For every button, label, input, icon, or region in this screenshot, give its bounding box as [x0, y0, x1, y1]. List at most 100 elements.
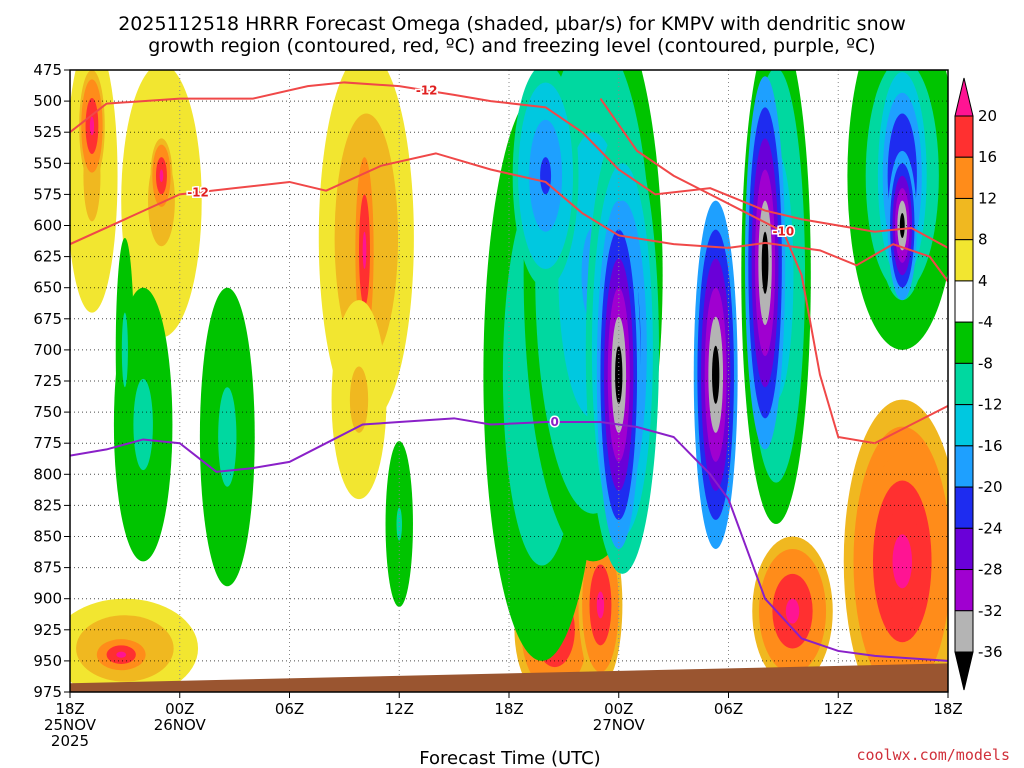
- y-tick-label: 875: [33, 559, 62, 577]
- y-tick-label: 550: [33, 154, 62, 172]
- omega-cell: [744, 76, 786, 450]
- colorbar-label: 20: [978, 107, 997, 125]
- y-tick-label: 950: [33, 652, 62, 670]
- x-tick-label: 00Z: [165, 700, 194, 718]
- omega-cell: [331, 300, 387, 500]
- y-tick-label: 625: [33, 248, 62, 266]
- omega-band: [596, 591, 605, 619]
- omega-cell: [512, 70, 579, 288]
- colorbar-top-arrow: [954, 77, 974, 117]
- colorbar-swatch: [954, 115, 974, 158]
- colorbar-label: 8: [978, 231, 988, 249]
- y-tick-label: 475: [33, 61, 62, 79]
- x-tick-label: 12Z: [824, 700, 853, 718]
- terrain-fill: [70, 663, 948, 692]
- colorbar-label: -36: [978, 643, 1003, 661]
- omega-band: [785, 598, 800, 624]
- dgz-contour-label: -10: [773, 225, 795, 239]
- x-tick-label: 12Z: [385, 700, 414, 718]
- y-tick-label: 650: [33, 279, 62, 297]
- y-tick-label: 825: [33, 496, 62, 514]
- colorbar-swatch: [954, 404, 974, 447]
- x-tick-label: 25NOV: [44, 716, 97, 734]
- y-tick-label: 975: [33, 683, 62, 701]
- omega-band: [138, 401, 149, 448]
- colorbar: 20 16 12 8 4 -4 -8 -12 -16 -20 -24 -28 -32 -36: [954, 77, 1003, 691]
- x-tick-label: 18Z: [933, 700, 962, 718]
- omega-cell: [199, 287, 255, 587]
- x-tick-label: 18Z: [494, 700, 523, 718]
- omega-cell: [79, 70, 105, 182]
- y-tick-label: 675: [33, 310, 62, 328]
- omega-cell: [91, 636, 151, 674]
- dgz-contour-line: [70, 152, 948, 283]
- omega-cell: [752, 536, 833, 686]
- colorbar-label: 16: [978, 148, 997, 166]
- y-tick-label: 800: [33, 465, 62, 483]
- credit-text: coolwx.com/models: [856, 746, 1010, 764]
- colorbar-swatch: [954, 362, 974, 406]
- colorbar-label: -16: [978, 437, 1003, 455]
- omega-band: [354, 383, 364, 417]
- chart-title-line2: growth region (contoured, red, ºC) and f…: [148, 35, 875, 57]
- colorbar-label: 4: [978, 272, 988, 290]
- x-tick-label: 2025: [51, 732, 89, 750]
- colorbar-label: -24: [978, 519, 1003, 537]
- colorbar-label: -32: [978, 602, 1003, 620]
- colorbar-bottom-arrow: [954, 651, 974, 691]
- y-tick-label: 775: [33, 434, 62, 452]
- colorbar-label: -12: [978, 396, 1003, 414]
- omega-band: [159, 169, 164, 182]
- y-tick-label: 575: [33, 185, 62, 203]
- y-tick-label: 700: [33, 341, 62, 359]
- omega-band: [89, 116, 95, 136]
- y-tick-label: 925: [33, 621, 62, 639]
- dgz-contour-line: [70, 81, 948, 249]
- y-axis: 475 500 525 550 575 600 625 650 675 700 725 750 775 8…: [33, 61, 70, 701]
- y-tick-label: 850: [33, 528, 62, 546]
- colorbar-label: -4: [978, 313, 993, 331]
- omega-band: [396, 507, 402, 541]
- colorbar-swatch: [954, 610, 974, 653]
- omega-cell: [693, 200, 738, 549]
- y-tick-label: 600: [33, 217, 62, 235]
- colorbar-swatch: [954, 445, 974, 488]
- omega-band: [116, 651, 127, 658]
- x-tick-label: 06Z: [714, 700, 743, 718]
- omega-cell: [843, 399, 948, 692]
- omega-cell: [115, 237, 135, 462]
- y-tick-label: 725: [33, 372, 62, 390]
- colorbar-label: -8: [978, 354, 993, 372]
- x-tick-label: 00Z: [604, 700, 633, 718]
- omega-band: [712, 345, 720, 404]
- colorbar-label: -28: [978, 561, 1003, 579]
- colorbar-swatch: [954, 527, 974, 571]
- omega-cell: [113, 287, 173, 562]
- colorbar-swatch: [954, 239, 974, 282]
- omega-band: [222, 412, 232, 462]
- dgz-contour-label: -12: [416, 84, 438, 98]
- omega-cell: [578, 524, 623, 686]
- omega-cell: [382, 424, 416, 624]
- colorbar-swatch: [954, 156, 974, 199]
- colorbar-label: -20: [978, 478, 1003, 496]
- y-tick-label: 525: [33, 123, 62, 141]
- x-tick-label: 18Z: [55, 700, 84, 718]
- colorbar-label: 12: [978, 189, 997, 207]
- x-tick-label: 06Z: [275, 700, 304, 718]
- colorbar-swatch: [954, 486, 974, 529]
- omega-band: [540, 157, 552, 195]
- colorbar-swatch: [954, 321, 974, 364]
- omega-band: [892, 534, 913, 589]
- dgz-contour-line: [599, 98, 948, 445]
- freezing-contour-line: [70, 417, 948, 662]
- freezing-level-contour: 0: [70, 414, 948, 662]
- plot-area: -12 -12 -10 0: [70, 70, 948, 692]
- chart-title-line1: 2025112518 HRRR Forecast Omega (shaded, …: [118, 13, 906, 35]
- omega-band: [362, 231, 367, 270]
- colorbar-swatch: [954, 569, 974, 612]
- y-tick-label: 500: [33, 92, 62, 110]
- omega-band: [123, 331, 127, 369]
- colorbar-swatch: [954, 197, 974, 241]
